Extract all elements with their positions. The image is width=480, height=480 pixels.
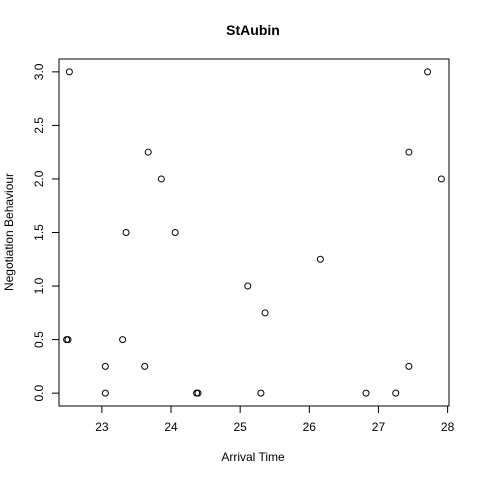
plot-area-frame	[58, 58, 450, 407]
data-point	[424, 68, 432, 76]
data-point	[437, 175, 445, 183]
data-point	[101, 389, 109, 397]
y-tick-label: 1.0	[32, 277, 46, 294]
x-tick-label: 27	[372, 420, 386, 434]
x-tick-label: 26	[303, 420, 317, 434]
data-point	[405, 148, 413, 156]
x-axis-title: Arrival Time	[221, 450, 285, 464]
x-tick-label: 25	[233, 420, 247, 434]
data-point	[141, 362, 149, 370]
y-tick-label: 0.5	[32, 331, 46, 348]
data-point	[405, 362, 413, 370]
data-point	[157, 175, 165, 183]
data-point	[144, 148, 152, 156]
data-point	[101, 362, 109, 370]
data-point	[122, 229, 130, 236]
data-point	[64, 336, 72, 344]
data-point	[392, 389, 400, 397]
chart-title: StAubin	[226, 22, 280, 38]
y-tick-label: 0.0	[32, 384, 46, 401]
y-tick-label: 2.0	[32, 170, 46, 187]
data-points	[63, 68, 445, 397]
x-tick-label: 28	[441, 420, 455, 434]
data-point	[362, 389, 370, 397]
data-point	[194, 389, 202, 397]
data-point	[261, 309, 269, 317]
x-tick-label: 24	[164, 420, 178, 434]
x-axis: 23 24 25 26 27 28	[95, 405, 455, 434]
data-point	[65, 68, 73, 76]
data-point	[316, 255, 324, 263]
data-point	[257, 389, 265, 397]
y-tick-label: 1.5	[32, 224, 46, 241]
data-point	[244, 282, 252, 290]
data-point	[171, 229, 179, 236]
y-tick-label: 3.0	[32, 63, 46, 80]
y-axis: 0.0 0.5 1.0 1.5 2.0 2.5 3.0	[32, 63, 60, 401]
data-point	[119, 336, 127, 344]
y-axis-title: Negotiation Behaviour	[2, 173, 16, 291]
y-tick-label: 2.5	[32, 117, 46, 134]
x-tick-label: 23	[95, 420, 109, 434]
